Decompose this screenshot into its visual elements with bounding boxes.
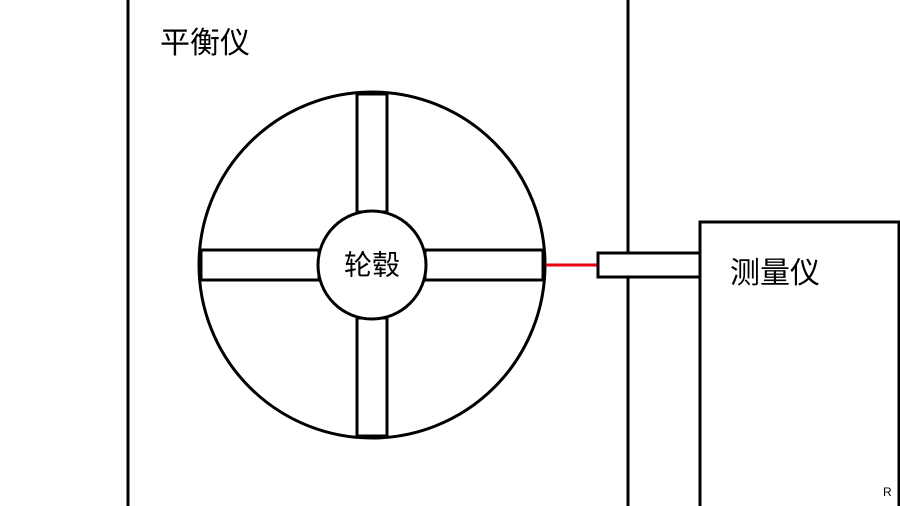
wheel-spoke-bottom [357, 318, 387, 436]
meter-label: 测量仪 [730, 257, 820, 290]
wheel-spoke-top [357, 94, 387, 212]
wheel-hub-label: 轮毂 [344, 249, 400, 280]
watermark-fragment: R [883, 485, 892, 499]
diagram-canvas: 平衡仪 轮毂 测量仪 R [0, 0, 900, 506]
probe-box [598, 253, 700, 277]
balancer-label: 平衡仪 [160, 27, 250, 60]
wheel-spoke-right [425, 250, 543, 280]
wheel-spoke-left [201, 250, 319, 280]
